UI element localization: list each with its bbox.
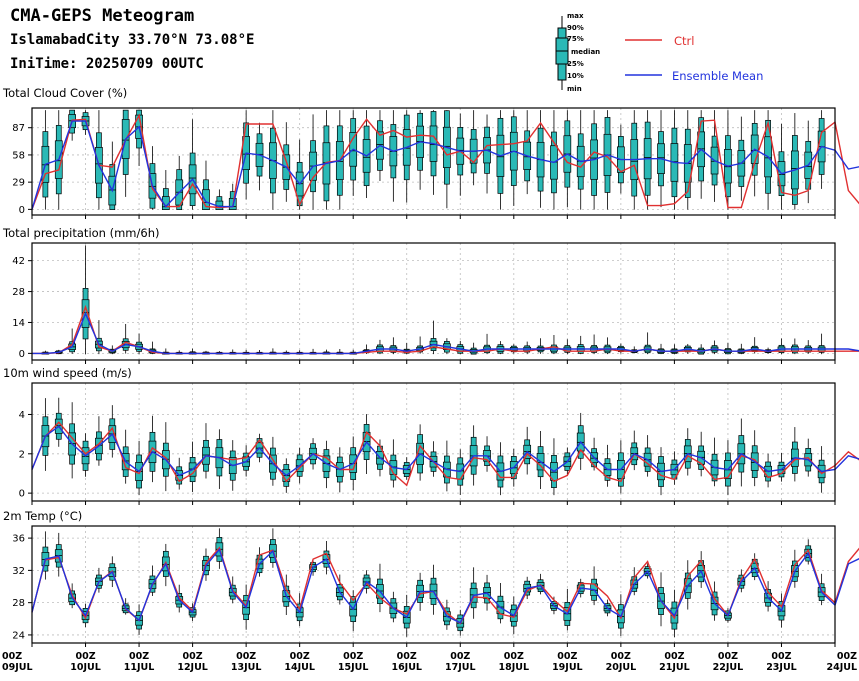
panel-2 — [28, 242, 859, 364]
legend-box-label: min — [567, 85, 582, 93]
y-tick-label: 2 — [19, 449, 25, 460]
x-tick-hour-label: 00Z — [343, 651, 363, 662]
x-tick-date-label: 19JUL — [552, 662, 583, 673]
x-tick-hour-label: 00Z — [664, 651, 684, 662]
header: CMA-GEPS Meteogram IslamabadCity 33.70°N… — [0, 0, 859, 90]
x-tick-hour-label: 00Z — [718, 651, 738, 662]
y-tick-label: 42 — [12, 256, 25, 267]
y-tick-label: 0 — [19, 349, 25, 360]
y-tick-label: 0 — [19, 205, 25, 216]
ctrl-series-line — [31, 113, 859, 210]
x-tick-hour-label: 00Z — [450, 651, 470, 662]
legend-box-label: 75% — [567, 35, 584, 43]
page-title: CMA-GEPS Meteogram — [10, 6, 195, 26]
x-tick-hour-label: 00Z — [397, 651, 417, 662]
x-tick-date-label: 22JUL — [713, 662, 744, 673]
x-tick-hour-label: 00Z — [290, 651, 310, 662]
legend-box-label: 10% — [567, 72, 584, 80]
x-tick-date-label: 18JUL — [499, 662, 530, 673]
legend-box-label: 25% — [567, 60, 584, 68]
x-tick-date-label: 16JUL — [391, 662, 422, 673]
y-tick-label: 29 — [12, 178, 25, 189]
x-tick-date-label: 11JUL — [124, 662, 155, 673]
ctrl-series-line — [31, 421, 859, 487]
x-tick-date-label: 09JUL — [2, 662, 33, 673]
y-tick-label: 28 — [12, 287, 25, 298]
ensemble-mean-line — [31, 547, 859, 624]
panel-1 — [28, 107, 859, 219]
panel-4 — [28, 525, 859, 647]
panel-frame — [31, 525, 836, 644]
x-tick-date-label: 24JUL — [826, 662, 857, 673]
x-tick-hour-label: 00Z — [236, 651, 256, 662]
panel-title: 10m wind speed (m/s) — [3, 366, 132, 380]
x-tick-date-label: 17JUL — [445, 662, 476, 673]
panel-title: 2m Temp (°C) — [3, 509, 82, 523]
legend-box-label: 90% — [567, 24, 584, 32]
x-tick-date-label: 14JUL — [284, 662, 315, 673]
y-tick-label: 14 — [12, 318, 25, 329]
panel-frame — [31, 242, 836, 361]
panel-frame — [31, 382, 836, 502]
x-tick-date-label: 15JUL — [338, 662, 369, 673]
x-tick-date-label: 21JUL — [659, 662, 690, 673]
x-tick-hour-label: 00Z — [75, 651, 95, 662]
ctrl-series-line — [31, 546, 859, 625]
ensemble-mean-line — [31, 120, 859, 210]
location-label: IslamabadCity 33.70°N 73.08°E — [10, 32, 255, 48]
x-tick-date-label: 23JUL — [766, 662, 797, 673]
legend-ctrl-label: Ctrl — [674, 34, 694, 48]
init-time-label: IniTime: 20250709 00UTC — [10, 56, 204, 72]
x-tick-date-label: 10JUL — [70, 662, 101, 673]
x-tick-date-label: 20JUL — [606, 662, 637, 673]
legend-mean-label: Ensemble Mean — [672, 69, 763, 83]
legend-box-label: max — [567, 12, 584, 20]
panel-title: Total precipitation (mm/6h) — [2, 226, 159, 240]
y-tick-label: 28 — [12, 598, 25, 609]
y-tick-label: 87 — [12, 123, 25, 134]
y-tick-label: 4 — [19, 410, 25, 421]
x-tick-date-label: 13JUL — [231, 662, 262, 673]
y-tick-label: 0 — [19, 489, 25, 500]
y-tick-label: 24 — [12, 630, 25, 641]
panel-title: Total Cloud Cover (%) — [2, 86, 127, 100]
y-tick-label: 58 — [12, 150, 25, 161]
x-tick-hour-label: 00Z — [2, 651, 22, 662]
x-tick-date-label: 12JUL — [177, 662, 208, 673]
x-tick-hour-label: 00Z — [837, 651, 857, 662]
y-tick-label: 32 — [12, 566, 25, 577]
x-tick-hour-label: 00Z — [183, 651, 203, 662]
x-tick-hour-label: 00Z — [611, 651, 631, 662]
y-tick-label: 36 — [12, 534, 25, 545]
panel-3 — [28, 382, 859, 505]
ensemble-mean-line — [31, 425, 859, 477]
x-tick-hour-label: 00Z — [771, 651, 791, 662]
ensemble-mean-line — [32, 311, 859, 355]
x-tick-hour-label: 00Z — [557, 651, 577, 662]
legend-box-label: median — [571, 48, 600, 56]
x-tick-hour-label: 00Z — [129, 651, 149, 662]
x-tick-hour-label: 00Z — [504, 651, 524, 662]
panel-frame — [31, 107, 836, 216]
